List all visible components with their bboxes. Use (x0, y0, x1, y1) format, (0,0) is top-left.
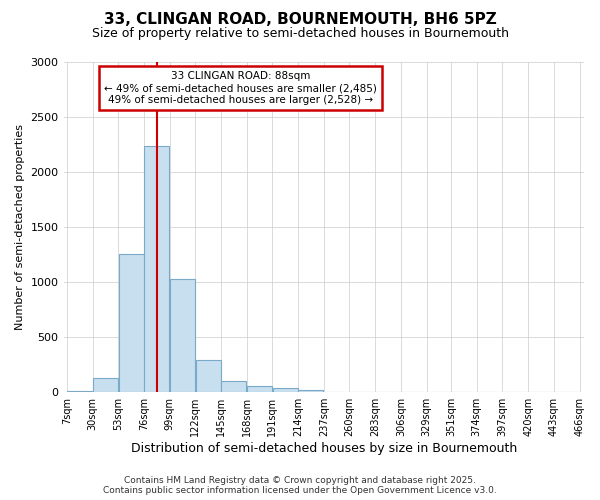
Y-axis label: Number of semi-detached properties: Number of semi-detached properties (15, 124, 25, 330)
Bar (119, 254, 143, 392)
Bar (170, 278, 195, 392)
Bar (298, 390, 323, 392)
Text: 33, CLINGAN ROAD, BOURNEMOUTH, BH6 5PZ: 33, CLINGAN ROAD, BOURNEMOUTH, BH6 5PZ (104, 12, 496, 28)
Bar (221, 381, 247, 392)
Bar (93, 378, 118, 392)
Bar (196, 360, 221, 392)
Bar (144, 146, 169, 392)
Text: Contains HM Land Registry data © Crown copyright and database right 2025.
Contai: Contains HM Land Registry data © Crown c… (103, 476, 497, 495)
Bar (272, 388, 298, 392)
X-axis label: Distribution of semi-detached houses by size in Bournemouth: Distribution of semi-detached houses by … (131, 442, 517, 455)
Bar (247, 386, 272, 392)
Text: Size of property relative to semi-detached houses in Bournemouth: Size of property relative to semi-detach… (91, 28, 509, 40)
Text: 33 CLINGAN ROAD: 88sqm
← 49% of semi-detached houses are smaller (2,485)
49% of : 33 CLINGAN ROAD: 88sqm ← 49% of semi-det… (104, 72, 377, 104)
Bar (67, 391, 92, 392)
